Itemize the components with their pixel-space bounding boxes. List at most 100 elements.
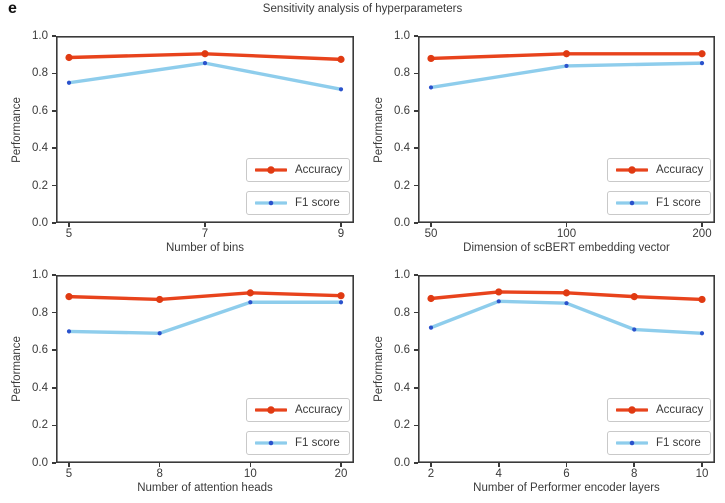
data-point-marker [156, 295, 164, 304]
axes-spines [418, 275, 715, 463]
data-point-marker [630, 293, 638, 301]
figure-title: Sensitivity analysis of hyperparameters [262, 3, 463, 15]
legend-accuracy: Accuracy [607, 158, 711, 182]
data-point-marker [562, 50, 571, 58]
x-tick-mark [340, 223, 342, 227]
series-line-accuracy [67, 291, 343, 302]
legend-accuracy: Accuracy [607, 398, 711, 422]
x-tick-label: 5 [65, 228, 73, 240]
x-tick-label: 20 [334, 468, 348, 480]
x-tick-mark [68, 223, 70, 227]
data-point-marker [495, 288, 503, 296]
x-tick-mark [430, 463, 432, 467]
legend-label: Accuracy [656, 164, 704, 176]
x-tick-label: 6 [563, 468, 570, 480]
x-tick-mark [430, 223, 432, 227]
x-tick-mark [565, 223, 568, 227]
x-tick-label: 10 [695, 468, 709, 480]
y-tick-label: 0.2 [32, 179, 48, 192]
subplot-attention-heads: Performance 0.0 0.2 0.4 0.6 0.8 1.0 5 8 10 20 Numbe… [11, 269, 354, 494]
y-tick-label: 0.6 [394, 104, 410, 117]
series-line-f1-score [67, 300, 343, 335]
x-tick-mark [249, 463, 252, 467]
x-tick-label: 2 [427, 468, 435, 480]
legend-label: F1 score [656, 197, 701, 209]
subplot-encoder-layers: Performance 0.0 0.2 0.4 0.6 0.8 1.0 2 4 6 8 10 Numbe… [373, 269, 715, 494]
legend-label: Accuracy [295, 404, 343, 416]
data-point-marker [338, 300, 344, 305]
y-tick-mark [52, 110, 56, 112]
y-tick-mark [52, 72, 56, 75]
y-tick-label: 0.6 [394, 344, 410, 357]
y-tick-label: 0.2 [394, 179, 410, 192]
data-point-marker [65, 293, 73, 301]
x-tick-mark [701, 223, 703, 227]
plot-area [418, 275, 715, 463]
legend-label: F1 score [295, 197, 340, 209]
data-point-marker [201, 50, 209, 58]
y-tick-mark [414, 222, 418, 224]
data-point-marker [202, 61, 208, 66]
y-tick-mark [414, 462, 418, 464]
y-tick-mark [52, 147, 56, 149]
x-tick-mark [204, 223, 206, 227]
plot-area [418, 36, 715, 223]
data-point-marker [699, 61, 705, 66]
x-tick-mark [701, 463, 703, 467]
legend-f1-score: F1 score [607, 431, 711, 455]
x-axis-label: Dimension of scBERT embedding vector [463, 242, 670, 254]
x-axis-label: Number of Performer encoder layers [473, 482, 660, 494]
data-point-marker [698, 295, 706, 304]
y-tick-mark [52, 387, 56, 389]
x-tick-mark [158, 463, 161, 467]
y-tick-mark [52, 184, 56, 187]
data-point-marker [632, 327, 637, 332]
x-tick-mark [68, 463, 70, 467]
y-tick-label: 0.4 [394, 381, 410, 394]
subplot-number-of-bins: Performance 0.0 0.2 0.4 0.6 0.8 1.0 5 7 9 Number o… [11, 30, 354, 254]
legend-label: Accuracy [656, 404, 704, 416]
y-tick-label: 1.0 [32, 30, 48, 42]
x-tick-label: 8 [631, 468, 638, 480]
y-tick-label: 0.8 [32, 306, 48, 319]
y-axis-label: Performance [11, 336, 23, 402]
series-line-f1-score [429, 299, 704, 335]
x-tick-label: 100 [556, 228, 577, 240]
x-tick-label: 50 [424, 228, 438, 240]
y-tick-mark [52, 311, 56, 314]
y-tick-mark [414, 147, 418, 149]
x-axis-label: Number of bins [166, 242, 244, 254]
data-point-marker [427, 294, 435, 303]
legend-line-sample-icon [255, 440, 287, 446]
y-tick-label: 0.6 [32, 344, 48, 357]
subplot-embedding-dimension: Performance 0.0 0.2 0.4 0.6 0.8 1.0 50 100 200 Dim… [373, 30, 715, 254]
y-tick-mark [52, 424, 56, 427]
x-tick-mark [497, 463, 500, 467]
data-point-marker [564, 63, 569, 69]
data-point-marker [66, 329, 72, 334]
y-tick-mark [414, 72, 418, 75]
y-tick-label: 0.0 [32, 457, 48, 469]
y-tick-mark [52, 462, 56, 464]
y-tick-label: 0.8 [394, 306, 410, 319]
series-line-f1-score [67, 61, 343, 91]
y-tick-mark [52, 349, 56, 351]
axes-spines [56, 275, 354, 463]
y-axis-label: Performance [11, 96, 23, 163]
y-tick-mark [414, 349, 418, 351]
data-point-marker [496, 299, 501, 304]
y-tick-label: 0.4 [32, 142, 48, 155]
legend-line-sample-icon [616, 406, 648, 414]
x-tick-label: 200 [692, 228, 712, 240]
y-axis-label: Performance [373, 96, 385, 163]
y-tick-label: 0.0 [394, 217, 410, 229]
data-point-marker [428, 85, 434, 90]
y-tick-label: 1.0 [32, 269, 48, 281]
x-tick-mark [565, 463, 568, 467]
y-axis-label: Performance [373, 336, 385, 402]
legend-accuracy: Accuracy [246, 398, 350, 422]
y-tick-mark [414, 110, 418, 112]
legend-line-sample-icon [255, 200, 287, 206]
axes-spines [418, 36, 715, 223]
